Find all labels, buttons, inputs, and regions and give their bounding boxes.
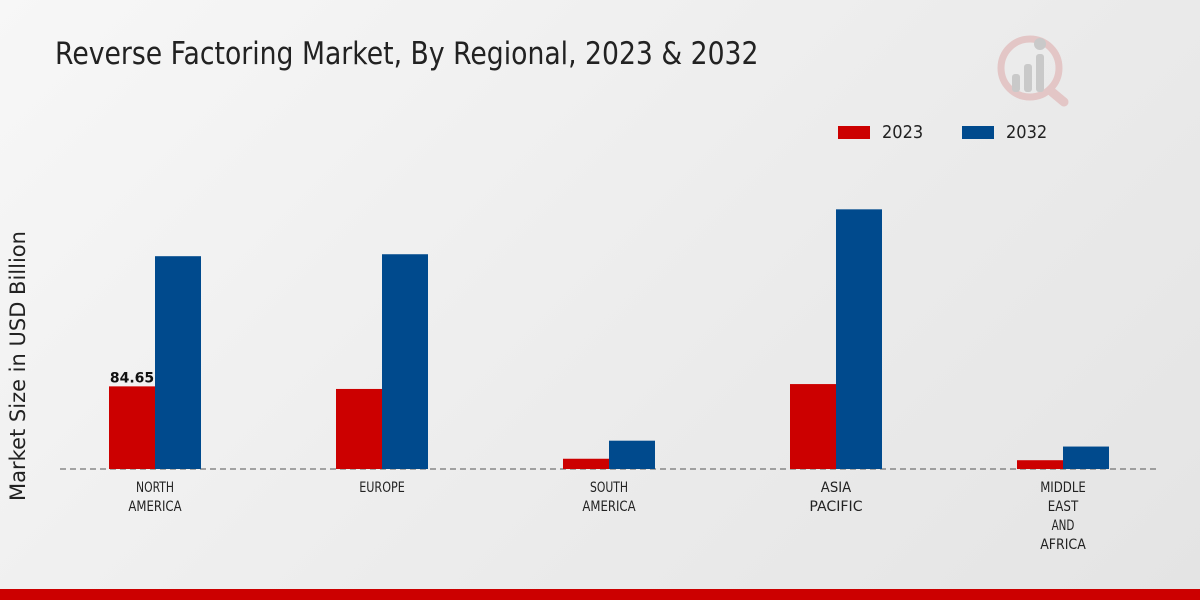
bar-2023-europe xyxy=(336,388,382,469)
legend-item-2023: 2023 xyxy=(838,122,928,143)
bar-2032-europe xyxy=(382,254,428,469)
bar-2032-south-america xyxy=(609,440,655,469)
bar-2023-middle-east-and-africa xyxy=(1017,460,1063,469)
bar-2023-north-america xyxy=(109,386,155,469)
x-tick-label: SOUTH AMERICA xyxy=(582,480,636,515)
bar-2032-north-america xyxy=(155,256,201,469)
legend-label-2023: 2023 xyxy=(882,122,924,143)
bottom-accent-bar xyxy=(0,589,1200,600)
legend-swatch-2023 xyxy=(838,126,870,139)
x-tick-label: NORTH AMERICA xyxy=(128,480,182,515)
bar-2032-asia-pacific xyxy=(836,209,882,470)
bar-2023-south-america xyxy=(563,458,609,469)
data-label: 84.65 xyxy=(110,370,154,386)
x-tick-label: MIDDLE EAST AND AFRICA xyxy=(1040,480,1086,553)
legend-label-2032: 2032 xyxy=(1005,122,1048,143)
chart-title: Reverse Factoring Market, By Regional, 2… xyxy=(55,36,759,72)
bar-2032-middle-east-and-africa xyxy=(1063,446,1109,469)
legend-item-2032: 2032 xyxy=(961,122,1052,143)
brand-logo-icon xyxy=(997,35,1069,107)
bar-2023-asia-pacific xyxy=(790,384,836,469)
legend: 2023 2032 xyxy=(838,122,1086,143)
x-tick-label: ASIA PACIFIC xyxy=(809,480,862,515)
x-tick-label: EUROPE xyxy=(359,480,405,496)
legend-swatch-2032 xyxy=(961,126,994,139)
